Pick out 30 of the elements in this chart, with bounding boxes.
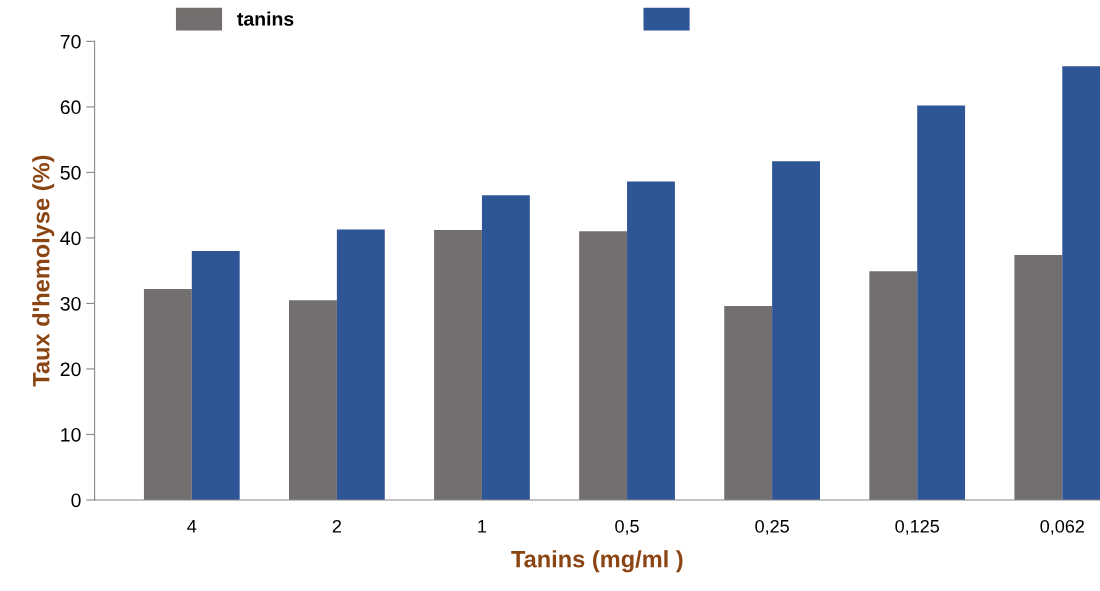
bar (481, 195, 530, 500)
bar (336, 229, 385, 500)
bar (289, 300, 337, 500)
x-tick-label: 1 (478, 520, 487, 533)
x-axis-title: Tanins (mg/ml ) (511, 550, 683, 573)
x-tick-label: 0,125 (895, 519, 940, 535)
y-tick-label: 10 (61, 427, 81, 442)
y-tick-label: 30 (60, 296, 81, 311)
y-tick-label: 60 (60, 100, 81, 115)
x-tick-label: 0,062 (1040, 519, 1084, 535)
y-tick-label: 70 (60, 34, 81, 49)
bar (917, 105, 966, 500)
bar (724, 306, 773, 500)
y-tick-label: 40 (60, 231, 81, 246)
bar (191, 251, 240, 500)
bar (434, 230, 482, 500)
y-axis-title: Taux d'hemolyse (%) (32, 155, 55, 387)
y-tick-label: 20 (60, 362, 81, 377)
x-tick-label: 2 (332, 519, 341, 533)
bar (869, 271, 918, 500)
bar (627, 181, 675, 500)
x-tick-label: 0,5 (615, 519, 639, 535)
bar (579, 231, 628, 500)
bar (772, 161, 820, 500)
y-tick-label: 50 (60, 165, 81, 180)
legend-label: tanins (237, 11, 294, 26)
x-tick-label: 4 (187, 520, 197, 533)
y-tick-label: 0 (71, 493, 81, 508)
bar (143, 289, 192, 500)
x-tick-label: 0,25 (755, 519, 789, 535)
